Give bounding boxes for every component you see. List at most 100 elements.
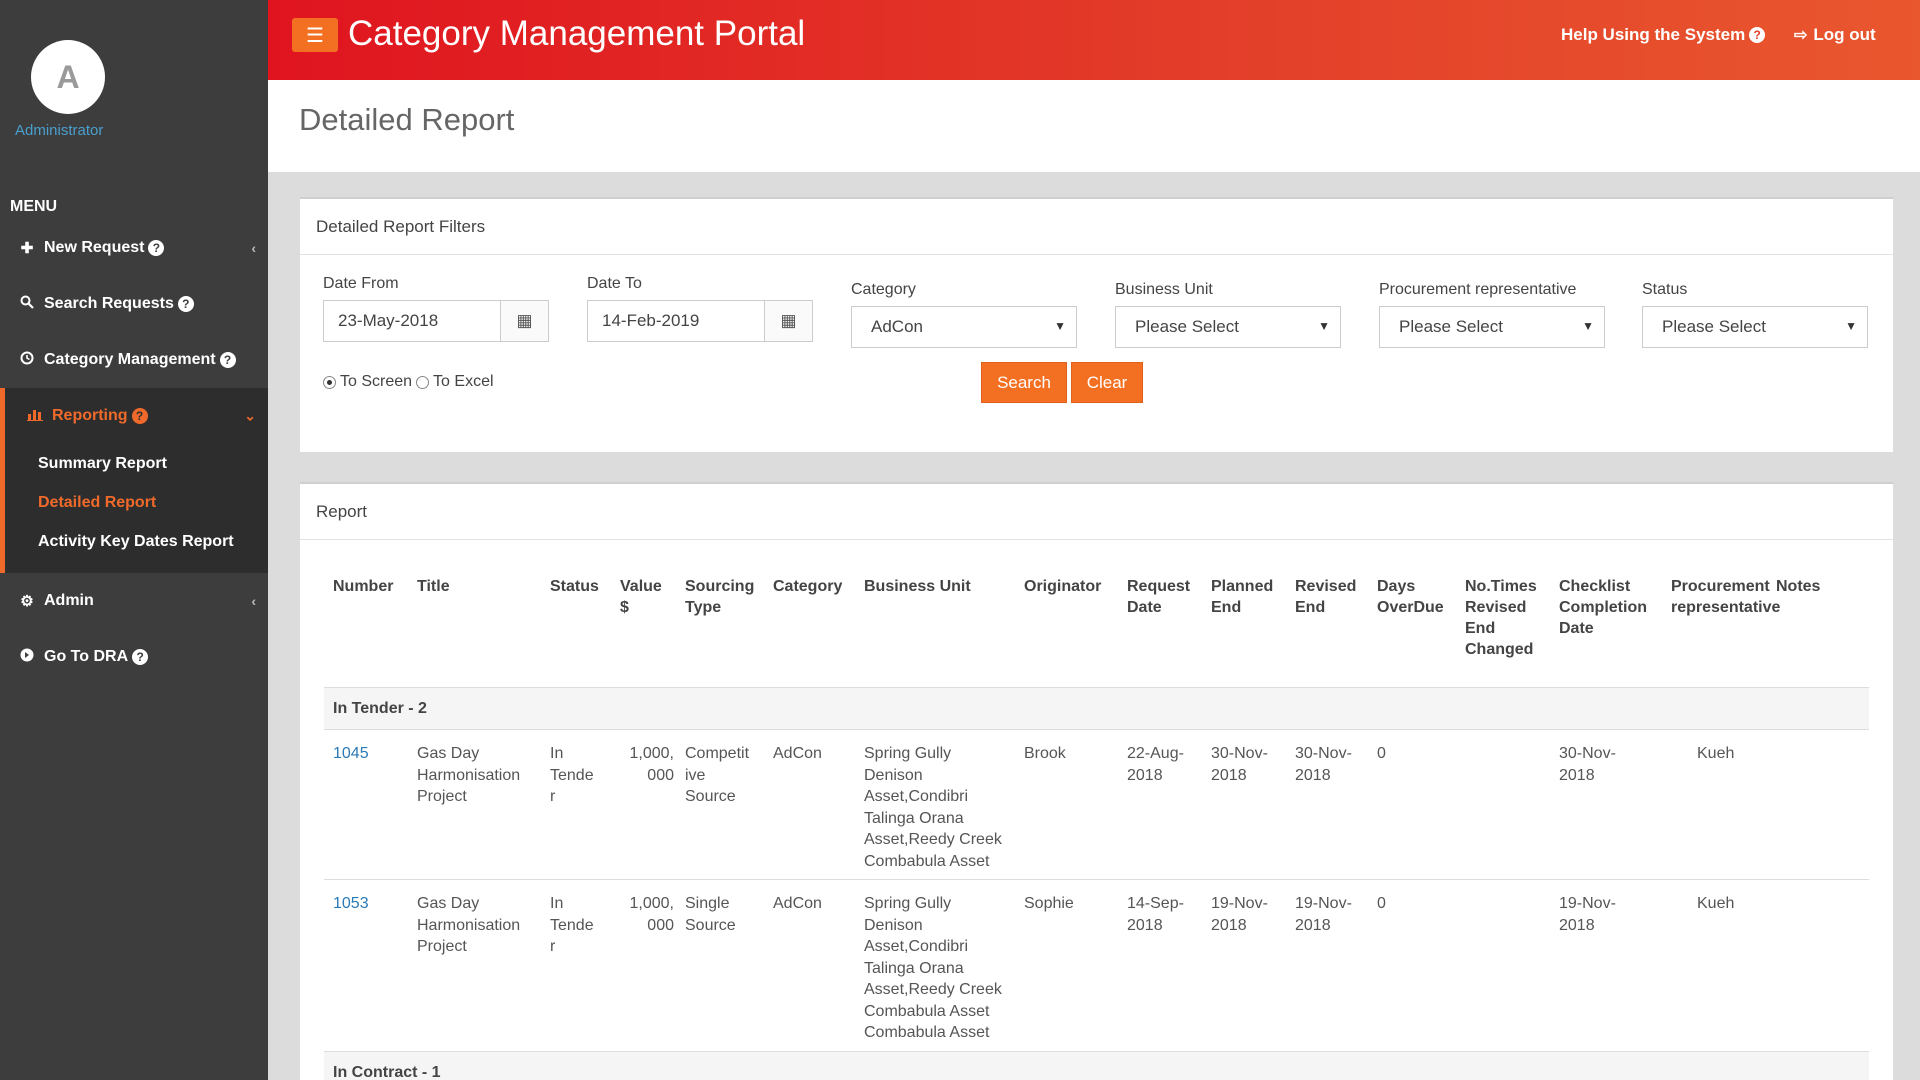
business-unit-select[interactable]: Please Select ▼: [1115, 306, 1341, 348]
cell-days-overdue: 0: [1377, 895, 1386, 912]
help-icon: ?: [148, 240, 165, 256]
cell-revised-end: 30-Nov- 2018: [1295, 745, 1352, 784]
col-notes[interactable]: Notes: [1776, 578, 1821, 595]
status-label: Status: [1642, 281, 1688, 298]
procurement-label: Procurement representative: [1379, 281, 1577, 298]
search-button[interactable]: Search: [981, 362, 1067, 403]
request-number-link[interactable]: 1053: [333, 895, 369, 912]
sidebar-subitem-activity-key-dates-report[interactable]: Activity Key Dates Report: [38, 532, 234, 550]
cell-status: In Tende r: [550, 745, 594, 805]
category-label: Category: [851, 281, 916, 298]
calendar-icon[interactable]: ▦: [764, 301, 812, 341]
to-excel-label: To Excel: [433, 373, 494, 390]
date-from-label: Date From: [323, 275, 399, 292]
category-select[interactable]: AdCon ▼: [851, 306, 1077, 348]
help-link[interactable]: Help Using the System ?: [1561, 25, 1766, 45]
to-screen-radio[interactable]: [323, 375, 336, 389]
arrow-circle-icon: [18, 648, 36, 666]
caret-down-icon: ▼: [1054, 319, 1066, 333]
col-value[interactable]: Value $: [620, 578, 662, 616]
col-times-revised[interactable]: No.Times Revised End Changed: [1465, 578, 1537, 658]
date-to-field[interactable]: 14-Feb-2019 ▦: [587, 300, 813, 342]
sidebar-item-label: Go To DRA: [44, 648, 129, 665]
col-status[interactable]: Status: [550, 578, 599, 595]
table-header: Number Title Status Value $ Sourcing Type …: [324, 576, 1869, 688]
sidebar-item-label: Reporting: [52, 407, 128, 424]
page-title-band: Detailed Report: [268, 80, 1920, 172]
col-sourcing-type[interactable]: Sourcing Type: [685, 578, 755, 616]
sidebar-item-label: New Request: [44, 239, 145, 256]
cell-procurement: Kueh: [1697, 745, 1735, 762]
cell-days-overdue: 0: [1377, 745, 1386, 762]
clear-button[interactable]: Clear: [1071, 362, 1143, 403]
sidebar-item-admin[interactable]: ⚙ Admin ‹: [0, 573, 268, 629]
cell-title: Gas Day Harmonisation Project: [417, 745, 521, 805]
col-procurement[interactable]: Procurement representative: [1671, 578, 1781, 616]
group-row-in-contract: In Contract - 1: [324, 1052, 1869, 1080]
report-panel: Report Number Title Status Value $ Sourci…: [300, 482, 1893, 1080]
logout-label: Log out: [1813, 25, 1876, 44]
col-revised-end[interactable]: Revised End: [1295, 578, 1357, 616]
col-days-overdue[interactable]: Days OverDue: [1377, 578, 1444, 616]
sidebar-item-reporting[interactable]: Reporting ? ⌄: [5, 388, 268, 444]
sidebar-item-new-request[interactable]: ✚ New Request ? ‹: [0, 220, 268, 276]
sidebar-item-go-to-dra[interactable]: Go To DRA ?: [0, 629, 268, 685]
output-radio-group: To Screen To Excel: [323, 373, 494, 391]
cell-category: AdCon: [773, 895, 822, 912]
col-checklist-date[interactable]: Checklist Completion Date: [1559, 578, 1647, 637]
date-from-field[interactable]: 23-May-2018 ▦: [323, 300, 549, 342]
bar-chart-icon: [26, 407, 44, 425]
cell-sourcing: Single Source: [685, 895, 736, 934]
cell-request-date: 22-Aug- 2018: [1127, 745, 1184, 784]
cell-procurement: Kueh: [1697, 895, 1735, 912]
business-unit-select-value: Please Select: [1135, 317, 1239, 336]
cell-planned-end: 19-Nov- 2018: [1211, 895, 1268, 934]
cell-checklist-date: 19-Nov- 2018: [1559, 895, 1616, 934]
help-icon: ?: [132, 649, 149, 665]
calendar-icon[interactable]: ▦: [500, 301, 548, 341]
top-header: ☰ Category Management Portal Help Using …: [268, 0, 1920, 80]
sidebar-subitem-summary-report[interactable]: Summary Report: [38, 454, 167, 472]
sidebar-item-search-requests[interactable]: Search Requests ?: [0, 276, 268, 332]
col-title[interactable]: Title: [417, 578, 450, 595]
col-originator[interactable]: Originator: [1024, 578, 1102, 595]
sidebar-item-label: Category Management: [44, 351, 216, 368]
help-icon: ?: [1749, 27, 1766, 43]
caret-down-icon: ▼: [1318, 319, 1330, 333]
sign-out-icon: ⇨: [1794, 27, 1808, 44]
to-screen-label: To Screen: [340, 373, 413, 390]
logout-link[interactable]: ⇨ Log out: [1794, 25, 1876, 45]
request-number-link[interactable]: 1045: [333, 745, 369, 762]
to-excel-radio[interactable]: [416, 375, 430, 389]
sidebar-subitem-detailed-report[interactable]: Detailed Report: [38, 493, 157, 511]
hamburger-icon: ☰: [306, 24, 324, 47]
col-category[interactable]: Category: [773, 578, 843, 595]
cell-originator: Sophie: [1024, 895, 1074, 912]
menu-toggle-button[interactable]: ☰: [292, 18, 338, 52]
caret-down-icon: ▼: [1582, 319, 1594, 333]
procurement-select[interactable]: Please Select ▼: [1379, 306, 1605, 348]
help-icon: ?: [131, 408, 148, 424]
sidebar-group-reporting: Reporting ? ⌄ Summary Report Detailed Re…: [0, 388, 268, 573]
chevron-left-icon: ‹: [251, 593, 256, 609]
business-unit-label: Business Unit: [1115, 281, 1213, 298]
search-icon: [18, 295, 36, 313]
caret-down-icon: ▼: [1845, 319, 1857, 333]
avatar: A: [31, 40, 105, 114]
clock-icon: [18, 351, 36, 369]
col-number[interactable]: Number: [333, 578, 394, 595]
cell-checklist-date: 30-Nov- 2018: [1559, 745, 1616, 784]
col-planned-end[interactable]: Planned End: [1211, 578, 1274, 616]
sidebar-item-category-management[interactable]: Category Management ?: [0, 332, 268, 388]
col-business-unit[interactable]: Business Unit: [864, 578, 971, 595]
side-nav: ✚ New Request ? ‹ Search Requests ? Cate…: [0, 220, 268, 685]
cell-planned-end: 30-Nov- 2018: [1211, 745, 1268, 784]
group-row-in-tender: In Tender - 2: [324, 688, 1869, 730]
menu-header: MENU: [10, 198, 58, 215]
status-select[interactable]: Please Select ▼: [1642, 306, 1868, 348]
status-select-value: Please Select: [1662, 317, 1766, 336]
col-request-date[interactable]: Request Date: [1127, 578, 1191, 616]
user-role: Administrator: [15, 122, 104, 139]
plus-icon: ✚: [20, 240, 34, 257]
date-to-value: 14-Feb-2019: [602, 311, 700, 330]
